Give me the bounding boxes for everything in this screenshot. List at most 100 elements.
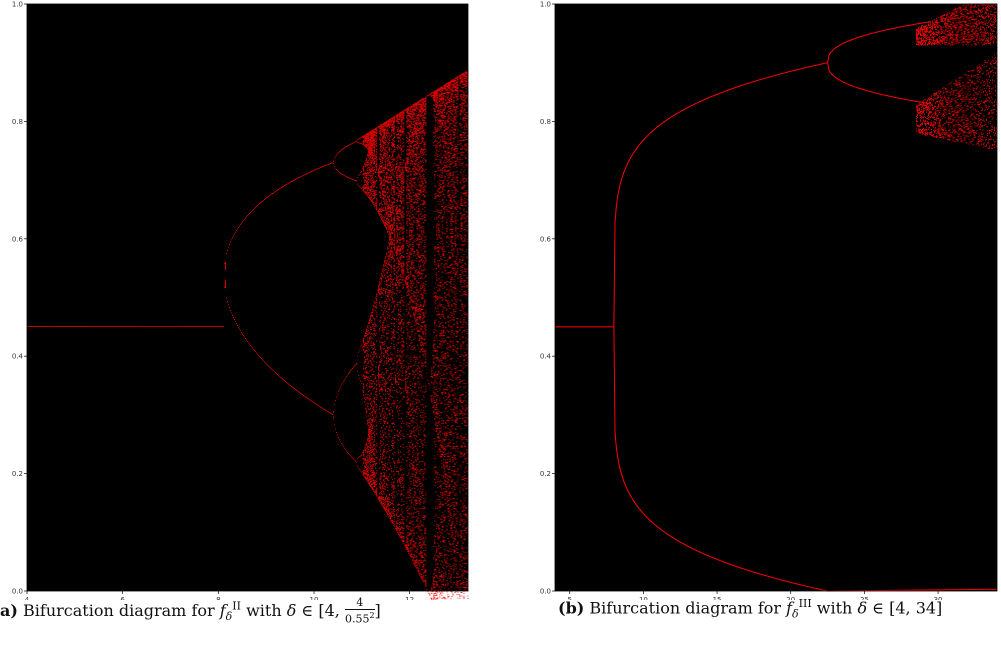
bifurcation-column-a-218 — [246, 216, 247, 341]
caption-a-mid: with — [240, 600, 287, 620]
y-tick-label-b-2: 0.4 — [540, 353, 552, 361]
bifurcation-column-a-392 — [420, 99, 422, 578]
bifurcation-column-a-278 — [306, 173, 307, 399]
bifurcation-column-a-378 — [406, 108, 408, 551]
bifurcation-column-a-277 — [305, 173, 306, 398]
bifurcation-column-a-279 — [307, 172, 308, 399]
bifurcation-column-a-331 — [359, 137, 361, 471]
bifurcation-column-a-359 — [387, 120, 389, 516]
bifurcation-column-a-434 — [462, 73, 464, 650]
bifurcation-column-a-229 — [257, 205, 258, 355]
plot-area-a — [27, 4, 468, 591]
bifurcation-column-a-433 — [461, 73, 463, 650]
bifurcation-column-a-255 — [283, 185, 284, 381]
bifurcation-column-a-326 — [354, 141, 356, 461]
bifurcation-column-a-226 — [254, 207, 255, 351]
bifurcation-column-a-372 — [400, 112, 402, 538]
bifurcation-column-a-386 — [414, 103, 416, 566]
bifurcation-column-a-384 — [412, 104, 414, 562]
bifurcation-column-a-202 — [230, 241, 231, 311]
bifurcation-column-a-286 — [314, 169, 316, 404]
bifurcation-column-a-379 — [407, 107, 409, 552]
caption-a-label: a) — [0, 600, 18, 620]
bifurcation-column-a-270 — [298, 177, 299, 393]
caption-b-mid: with — [811, 598, 858, 618]
caption-a: a) Bifurcation diagram for fδII with δ ∈… — [0, 597, 381, 626]
bifurcation-column-a-222 — [250, 211, 251, 346]
bifurcation-column-a-261 — [289, 182, 290, 386]
bifurcation-column-a-398 — [426, 95, 428, 590]
bifurcation-column-a-355 — [383, 122, 385, 509]
bifurcation-column-a-310 — [338, 152, 340, 439]
bifurcation-column-a-292 — [320, 167, 322, 408]
bifurcation-column-a-204 — [232, 237, 233, 316]
bifurcation-column-a-391 — [419, 100, 421, 576]
bifurcation-column-a-414 — [442, 86, 444, 621]
chart-panel-a: 4 6 8 10 12 0.0 0.2 0.4 0.6 0.8 1.0 — [0, 0, 480, 652]
bifurcation-column-a-269 — [297, 177, 298, 392]
bifurcation-column-a-354 — [382, 123, 384, 507]
caption-a-fraction: 4 0.552 — [344, 597, 375, 626]
bifurcation-column-a-408 — [436, 89, 438, 612]
bifurcation-column-a-329 — [357, 139, 359, 467]
period4-upper-b — [827, 21, 931, 63]
bifurcation-column-a-210 — [238, 226, 239, 328]
bifurcation-column-a-357 — [385, 121, 387, 512]
bifurcation-column-a-243 — [271, 193, 272, 370]
bifurcation-column-a-395 — [423, 97, 425, 583]
bifurcation-column-a-284 — [312, 170, 313, 403]
bifurcation-column-a-282 — [310, 171, 311, 401]
bifurcation-column-a-315 — [343, 148, 345, 448]
bifurcation-column-a-216 — [244, 218, 245, 338]
bifurcation-column-a-232 — [260, 202, 261, 358]
bifurcation-column-a-215 — [243, 219, 244, 336]
bifurcation-column-a-206 — [234, 233, 235, 321]
bifurcation-column-a-396 — [424, 98, 426, 582]
bifurcation-column-a-332 — [360, 137, 362, 472]
bifurcation-column-a-298 — [326, 164, 328, 412]
bifurcation-column-a-431 — [459, 74, 461, 652]
bifurcation-column-a-302 — [330, 163, 332, 414]
bifurcation-column-a-238 — [266, 197, 267, 365]
bifurcation-column-a-349 — [377, 126, 379, 499]
bifurcation-column-a-339 — [367, 132, 369, 483]
bifurcation-column-a-411 — [439, 87, 441, 619]
bifurcation-column-a-308 — [336, 154, 338, 433]
bifurcation-column-a-294 — [322, 166, 324, 409]
bifurcation-column-a-336 — [364, 134, 366, 478]
bifurcation-column-a-344 — [372, 129, 374, 491]
caption-b-func-sup: III — [798, 597, 812, 610]
period4-lower-b — [827, 62, 931, 105]
bifurcation-column-a-219 — [247, 215, 248, 342]
bifurcation-column-a-390 — [418, 100, 420, 574]
bifurcation-column-a-388 — [416, 102, 418, 569]
caption-a-func-sup: II — [232, 599, 241, 613]
bifurcation-column-a-394 — [422, 98, 424, 582]
bifurcation-column-a-208 — [236, 230, 237, 325]
bifurcation-column-a-236 — [264, 199, 265, 363]
bifurcation-column-a-248 — [276, 190, 277, 375]
bifurcation-column-a-262 — [290, 181, 291, 387]
bifurcation-column-a-318 — [346, 146, 348, 452]
bifurcation-column-a-317 — [345, 146, 347, 451]
caption-b-func-sub: δ — [792, 607, 799, 621]
bifurcation-column-a-387 — [415, 102, 417, 568]
bifurcation-column-a-271 — [299, 176, 300, 393]
bifurcation-column-a-321 — [349, 144, 351, 456]
bifurcation-column-a-221 — [249, 212, 250, 345]
bifurcation-column-a-212 — [240, 223, 241, 332]
axes-frame-a — [26, 3, 469, 592]
bifurcation-column-a-301 — [329, 163, 331, 414]
bifurcation-column-a-366 — [394, 116, 396, 528]
bifurcation-column-a-314 — [342, 148, 344, 446]
bifurcation-column-a-383 — [411, 105, 413, 557]
bifurcation-column-a-214 — [242, 221, 243, 335]
bifurcation-column-a-340 — [368, 132, 370, 484]
bifurcation-column-a-280 — [308, 172, 309, 400]
bifurcation-column-a-343 — [371, 130, 373, 489]
bifurcation-column-a-352 — [380, 124, 382, 504]
bifurcation-column-a-201 — [229, 244, 230, 309]
bifurcation-column-a-237 — [265, 198, 266, 364]
bifurcation-column-a-311 — [339, 151, 341, 441]
bifurcation-column-a-327 — [355, 141, 357, 462]
